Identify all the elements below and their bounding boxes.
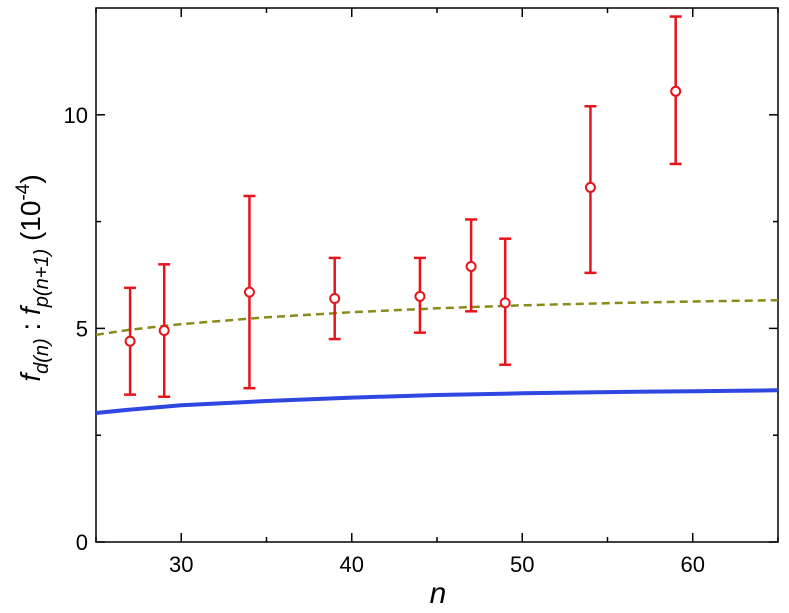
data-point — [669, 15, 682, 166]
solid-model-line — [95, 388, 779, 415]
y-label-close: ) — [15, 174, 46, 183]
data-marker — [243, 286, 255, 298]
x-tick-label: 50 — [510, 552, 534, 577]
y-label-f2: f — [15, 304, 46, 315]
data-point — [465, 218, 478, 313]
data-marker — [158, 325, 170, 337]
tick-labels: 30 40 50 60 0 5 10 — [64, 103, 705, 577]
dashed-model-line — [95, 298, 779, 337]
y-label-sep: : — [15, 315, 46, 338]
y-tick-label: 0 — [76, 530, 88, 555]
series — [95, 15, 779, 415]
y-tick-label: 10 — [64, 103, 88, 128]
data-marker — [499, 297, 511, 309]
y-label-exponent: -4 — [13, 183, 34, 200]
y-axis-label: fd(n) : fp(n+1) (10-4) — [13, 174, 53, 381]
x-tick-label: 60 — [681, 552, 705, 577]
data-marker — [124, 335, 136, 347]
y-label-f1: f — [15, 371, 46, 382]
data-point — [584, 105, 597, 275]
ticks — [95, 8, 779, 543]
x-axis-label: n — [430, 577, 447, 610]
data-marker — [414, 290, 426, 302]
data-marker — [329, 292, 341, 304]
data-point — [124, 286, 137, 396]
x-tick-label: 30 — [169, 552, 193, 577]
data-point — [328, 256, 341, 341]
data-point — [243, 194, 256, 390]
y-label-arg-n: (n) — [31, 338, 53, 362]
data-point — [413, 256, 426, 334]
data-marker — [670, 85, 682, 97]
data-marker — [465, 260, 477, 272]
y-label-sub-p: p — [31, 296, 53, 308]
y-tick-label: 5 — [76, 316, 88, 341]
y-label-arg-n1: (n+1) — [31, 249, 53, 296]
data-marker — [584, 181, 596, 193]
y-label-unit: (10 — [15, 201, 46, 249]
data-point — [158, 263, 171, 399]
data-point — [499, 237, 512, 366]
x-tick-label: 40 — [340, 552, 364, 577]
y-label-sub-d: d — [31, 362, 53, 374]
